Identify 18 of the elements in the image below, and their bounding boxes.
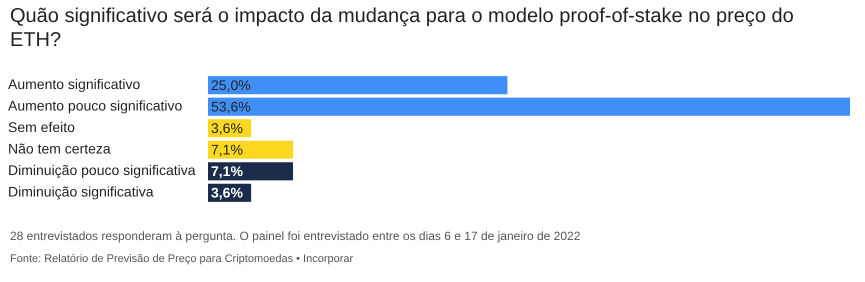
data-label: 7,1% — [211, 142, 243, 158]
bar — [208, 98, 850, 116]
data-label: 25,0% — [211, 77, 251, 94]
data-label: 3,6% — [211, 120, 243, 136]
y-tick-label: Aumento pouco significativo — [8, 98, 183, 114]
data-label: 3,6% — [211, 184, 244, 201]
bar — [208, 76, 508, 94]
source-note: Fonte: Relatório de Previsão de Preço para Criptomoedas • Incorporar — [10, 253, 354, 265]
y-tick-label: Não tem certeza — [8, 140, 111, 157]
data-label: 7,1% — [211, 163, 244, 180]
y-tick-label: Diminuição significativa — [8, 184, 154, 200]
y-tick-label: Sem efeito — [8, 119, 76, 136]
y-tick-label: Aumento significativo — [8, 76, 141, 92]
y-tick-label: Diminuição pouco significativa — [8, 162, 196, 178]
data-label: 53,6% — [211, 98, 251, 115]
text: 28 entrevistados responderam à pergunta. O painel foi entrevistado entre os dias 6 e 17 de janeiro de 2022 — [10, 229, 580, 243]
bar — [208, 140, 294, 159]
chart-title: Quão significativo será o impacto da mudança para o modelo proof-of-stake no preço do ETH? — [10, 4, 795, 52]
